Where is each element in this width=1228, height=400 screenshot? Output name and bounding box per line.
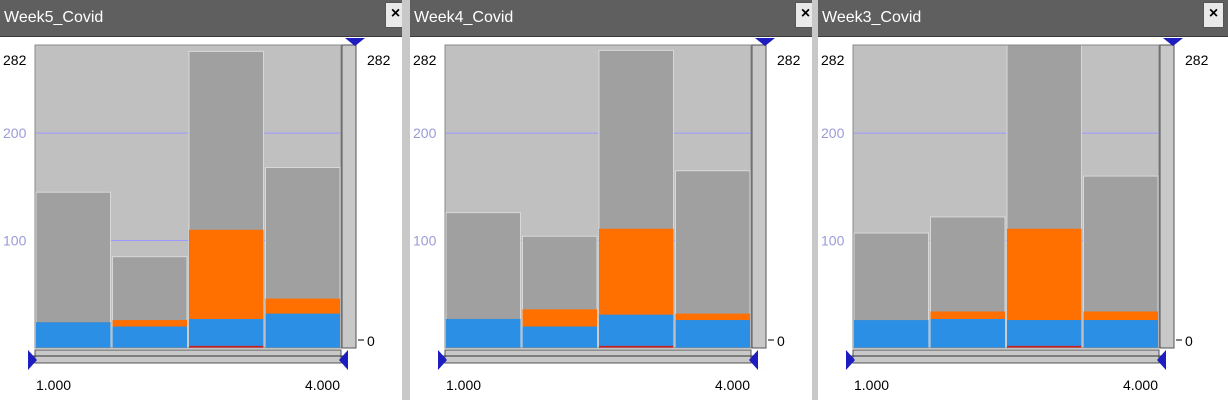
range-max-marker (755, 38, 775, 46)
x-range-max-marker (339, 350, 348, 370)
right-max-label: 282 (367, 52, 391, 68)
right-min-label: 0 (777, 333, 785, 349)
histogram-panel-week3: Week3_Covid × 100 200 282 282 0 1.000 4.0… (818, 0, 1228, 400)
panel-titlebar[interactable]: Week3_Covid × (818, 0, 1228, 37)
histogram-panel-week4: Week4_Covid × 100 200 282 282 0 1.000 4.0… (410, 0, 820, 400)
x-range-max-marker (1157, 350, 1166, 370)
bar-segment-blue (1083, 320, 1158, 348)
panel-titlebar[interactable]: Week5_Covid × (0, 0, 410, 37)
x-min-label: 1.000 (854, 377, 889, 393)
panel-title: Week4_Covid (414, 9, 514, 26)
bar-segment-blue (854, 320, 929, 348)
right-max-label: 282 (1185, 52, 1209, 68)
y-max-label: 282 (3, 52, 27, 68)
bar-segment-blue (675, 320, 750, 348)
x-range-min-marker (846, 350, 855, 370)
panel-titlebar[interactable]: Week4_Covid × (410, 0, 820, 37)
right-min-label: 0 (367, 333, 375, 349)
plot-frame (34, 44, 342, 349)
range-max-marker (1163, 38, 1183, 46)
range-max-marker (345, 38, 365, 46)
y-tick-label: 100 (821, 233, 845, 249)
x-range-min-marker (28, 350, 37, 370)
bar-segment-blue (930, 318, 1005, 348)
panel-title: Week5_Covid (4, 9, 104, 26)
range-slider-track (751, 44, 767, 349)
bar-segment-blue (446, 318, 521, 348)
plot-frame (444, 44, 752, 349)
x-max-label: 4.000 (1123, 377, 1158, 393)
panel-divider[interactable] (812, 0, 820, 400)
x-range-max-marker (749, 350, 758, 370)
close-button[interactable]: × (1203, 2, 1224, 28)
histogram-chart: 100 200 282 282 0 1.000 4.000 (3, 38, 391, 393)
plot-frame (852, 44, 1160, 349)
right-max-label: 282 (777, 52, 801, 68)
bar-segment-blue (36, 322, 111, 348)
range-slider-track (1159, 44, 1175, 349)
bar-segment-blue (189, 318, 264, 348)
x-max-label: 4.000 (715, 377, 750, 393)
x-range-min-marker (438, 350, 447, 370)
y-tick-label: 200 (413, 125, 437, 141)
panel-divider[interactable] (402, 0, 410, 400)
x-min-label: 1.000 (446, 377, 481, 393)
y-tick-label: 100 (413, 233, 437, 249)
y-tick-label: 200 (3, 125, 27, 141)
histogram-chart: 100 200 282 282 0 1.000 4.000 (413, 38, 801, 393)
panel-title: Week3_Covid (822, 9, 922, 26)
bar-segment-blue (522, 326, 597, 348)
y-max-label: 282 (413, 52, 437, 68)
y-tick-label: 200 (821, 125, 845, 141)
x-max-label: 4.000 (305, 377, 340, 393)
bar-segment-blue (599, 314, 674, 348)
bar-segment-red (599, 345, 674, 348)
y-max-label: 282 (821, 52, 845, 68)
bar-segment-red (1007, 345, 1082, 348)
histogram-panel-week5: Week5_Covid × 100 200 282 282 0 1.000 4.0… (0, 0, 410, 400)
bar-segment-blue (112, 326, 187, 348)
bar-segment-blue (265, 313, 340, 348)
right-min-label: 0 (1185, 333, 1193, 349)
x-min-label: 1.000 (36, 377, 71, 393)
bar-segment-blue (1007, 320, 1082, 348)
range-slider-track (341, 44, 357, 349)
y-tick-label: 100 (3, 233, 27, 249)
histogram-chart: 100 200 282 282 0 1.000 4.000 (821, 38, 1209, 393)
bar-segment-red (189, 345, 264, 348)
